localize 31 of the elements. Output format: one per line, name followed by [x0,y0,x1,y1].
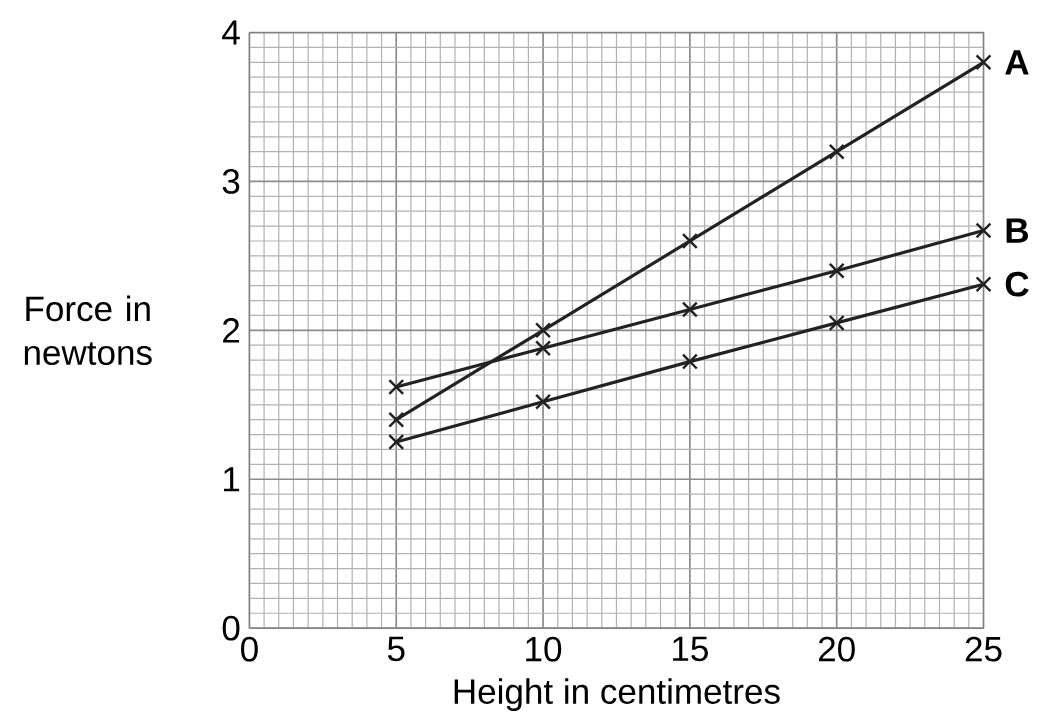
x-tick-label: 0 [241,636,258,662]
y-tick-label: 1 [223,467,240,492]
y-tick-label: 2 [223,318,240,343]
y-axis-title: Force in newtons [24,295,152,366]
point [388,433,405,451]
point [388,378,405,396]
point [975,54,992,71]
y-tick-label: 3 [222,169,240,194]
point [828,314,845,331]
x-tick-label: 10 [526,636,562,662]
point [388,411,405,428]
x-axis-title: Height in centimetres [454,678,780,711]
x-tick-label: 5 [387,636,405,662]
series-label: B [1006,218,1028,243]
series-label: C [1005,271,1029,297]
point [975,222,992,239]
y-tick-label: 0 [222,615,240,641]
x-tick-label: 15 [673,636,708,662]
x-tick-label: 20 [818,636,855,662]
point [828,143,845,160]
point [534,340,552,357]
point [534,322,552,339]
y-tick-label: 4 [222,20,240,45]
point [681,353,698,370]
series-label: A [1005,50,1029,75]
point [534,393,552,410]
x-tick-label: 25 [965,636,1002,662]
point [975,276,992,293]
point [681,301,698,318]
point [681,232,698,250]
point [828,262,845,279]
